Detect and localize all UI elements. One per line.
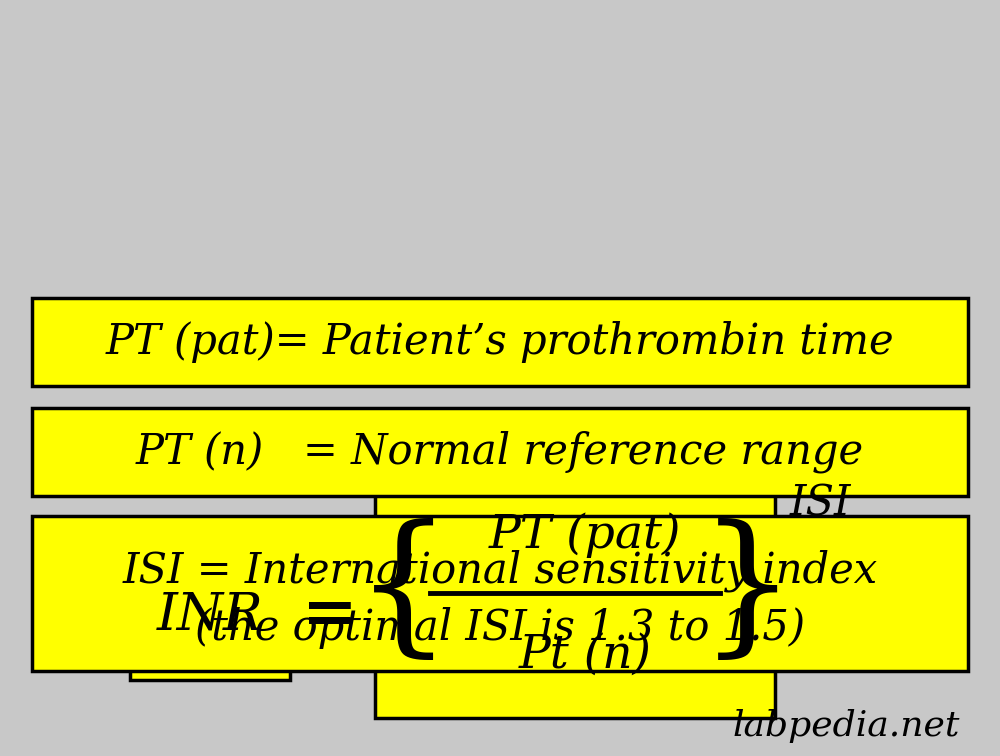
Bar [32,408,968,496]
Text: ISI = International sensitivity index: ISI = International sensitivity index [122,549,878,591]
Text: ISI: ISI [789,483,851,525]
Text: PT (n)   = Normal reference range: PT (n) = Normal reference range [136,431,864,473]
Text: }: } [698,519,796,668]
Bar [32,298,968,386]
Text: PT (pat)= Patient’s prothrombin time: PT (pat)= Patient’s prothrombin time [106,321,894,363]
Text: Pt (n): Pt (n) [519,633,651,678]
Text: INR: INR [157,590,263,640]
Bar [130,550,290,680]
Text: (the optimal ISI is 1.3 to 1.5): (the optimal ISI is 1.3 to 1.5) [195,606,805,649]
Text: {: { [354,519,452,668]
Text: PT (pat): PT (pat) [489,513,681,559]
Bar [375,468,775,718]
Text: labpedia.net: labpedia.net [733,709,960,743]
Text: =: = [302,583,358,647]
Bar [32,516,968,671]
